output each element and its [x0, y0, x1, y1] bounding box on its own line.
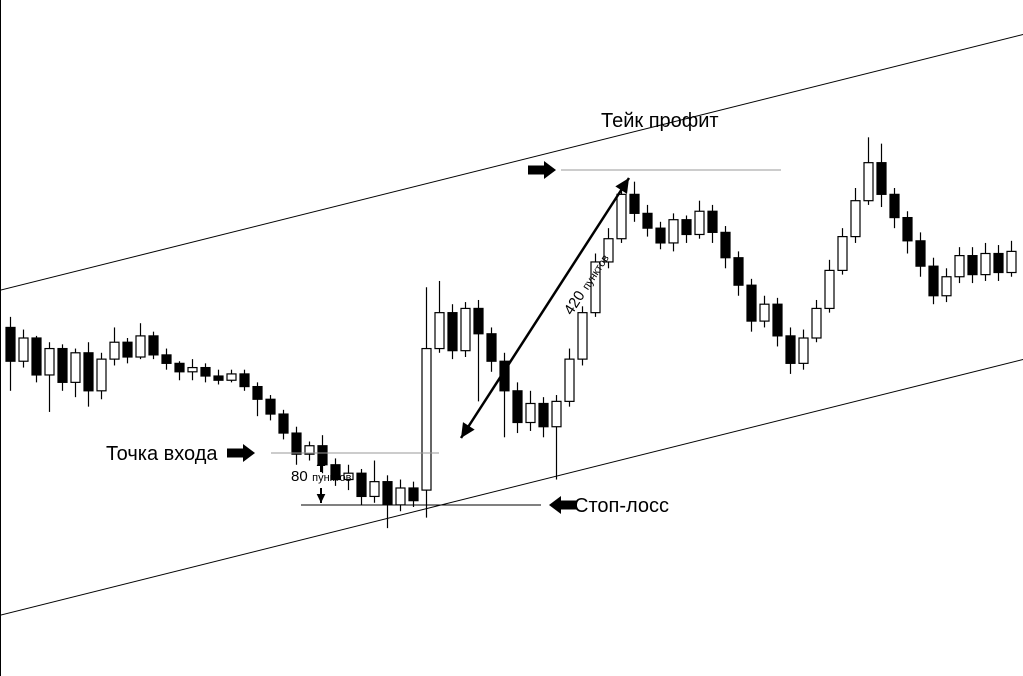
arrow-head-icon	[243, 444, 255, 462]
candle-bull	[578, 313, 587, 359]
candle-bull	[851, 201, 860, 237]
candle-bull	[838, 237, 847, 271]
candle-bear	[630, 194, 639, 213]
candle-bull	[396, 488, 405, 505]
candle-bull	[565, 359, 574, 401]
candle-bull	[760, 304, 769, 321]
range-arrow	[461, 178, 629, 438]
candle-bear	[708, 211, 717, 232]
candle-bull	[227, 374, 236, 380]
candle-bull	[669, 220, 678, 243]
candle-bull	[617, 194, 626, 238]
candle-bear	[682, 220, 691, 235]
candle-bear	[240, 374, 249, 387]
candle-bear	[643, 213, 652, 228]
candle-bear	[292, 433, 301, 454]
candle-bear	[409, 488, 418, 501]
candle-bear	[721, 232, 730, 257]
take-profit-label: Тейк профит	[601, 110, 719, 133]
candle-bear	[877, 163, 886, 195]
candle-bull	[981, 254, 990, 275]
range-80-value: 80	[291, 468, 308, 485]
candle-bear	[890, 194, 899, 217]
candle-bear	[487, 334, 496, 361]
candle-bear	[513, 391, 522, 423]
candle-bear	[474, 308, 483, 333]
range-80: 80 пунктов	[291, 468, 351, 486]
candle-bull	[19, 338, 28, 361]
candle-bull	[188, 368, 197, 372]
candle-bear	[84, 353, 93, 391]
candle-bull	[526, 403, 535, 422]
candle-bear	[162, 355, 171, 363]
candle-bear	[747, 285, 756, 321]
candle-bear	[656, 228, 665, 243]
candle-bear	[539, 403, 548, 426]
candle-bear	[175, 363, 184, 371]
channel-lower	[1, 355, 1023, 620]
candle-bull	[825, 270, 834, 308]
candle-bear	[123, 342, 132, 357]
range-80-unit: пунктов	[312, 472, 351, 484]
candle-bull	[955, 256, 964, 277]
candle-bear	[916, 241, 925, 266]
candle-bear	[266, 399, 275, 414]
candle-bear	[903, 218, 912, 241]
candle-bear	[357, 473, 366, 496]
candle-bull	[864, 163, 873, 201]
candle-bull	[461, 308, 470, 350]
candle-bear	[968, 256, 977, 275]
candle-bear	[201, 368, 210, 376]
candlestick-chart: 420пунктов Тейк профит Точка входа Стоп-…	[0, 0, 1023, 676]
candle-bear	[383, 482, 392, 505]
chart-svg: 420пунктов	[1, 0, 1023, 676]
candle-bull	[1007, 251, 1016, 272]
arrow-head-icon	[317, 494, 326, 503]
candle-bull	[110, 342, 119, 359]
arrow-icon	[227, 449, 243, 458]
candle-bull	[422, 349, 431, 491]
candle-bull	[799, 338, 808, 363]
candle-bull	[97, 359, 106, 391]
candle-bull	[942, 277, 951, 296]
entry-label: Точка входа	[106, 443, 218, 466]
candle-bear	[214, 376, 223, 380]
candle-bull	[435, 313, 444, 349]
candle-bear	[734, 258, 743, 285]
arrow-icon	[528, 166, 544, 175]
candle-bull	[136, 336, 145, 357]
candle-bull	[695, 211, 704, 234]
candle-bear	[32, 338, 41, 375]
candle-bear	[786, 336, 795, 363]
candle-bull	[370, 482, 379, 497]
candle-bull	[71, 353, 80, 383]
candle-bear	[149, 336, 158, 355]
candle-bear	[994, 254, 1003, 273]
candle-bear	[929, 266, 938, 296]
arrow-head-icon	[461, 422, 475, 438]
candle-bear	[58, 349, 67, 383]
candle-bear	[279, 414, 288, 433]
arrow-head-icon	[549, 496, 561, 514]
range-420: 420пунктов	[561, 250, 613, 318]
arrow-head-icon	[544, 161, 556, 179]
candle-bear	[773, 304, 782, 336]
candle-bull	[45, 349, 54, 375]
candle-bear	[448, 313, 457, 351]
stop-loss-label: Стоп-лосс	[574, 495, 669, 518]
candle-bull	[812, 308, 821, 338]
candle-bull	[552, 401, 561, 426]
candle-bear	[253, 387, 262, 400]
arrow-head-icon	[615, 178, 629, 194]
candle-bear	[6, 327, 15, 361]
